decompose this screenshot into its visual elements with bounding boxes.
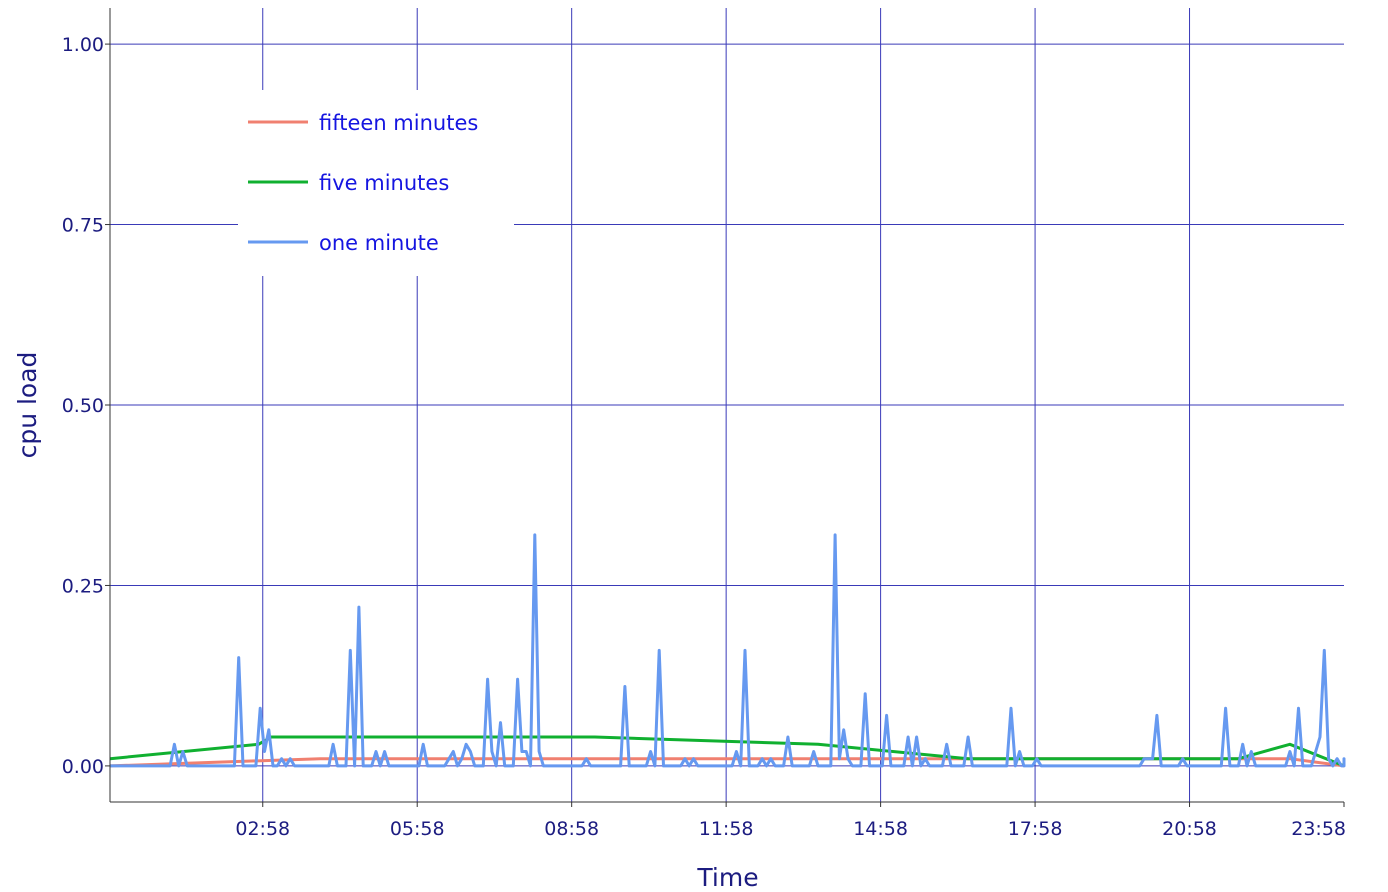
x-tick-label: 08:58 xyxy=(544,818,599,840)
grid-lines xyxy=(110,8,1344,802)
y-tick-label: 0.75 xyxy=(62,215,104,237)
x-tick-label: 23:58 xyxy=(1291,818,1346,840)
y-tick-label: 1.00 xyxy=(62,34,104,56)
legend-label: fifteen minutes xyxy=(319,111,478,135)
legend: fifteen minutes five minutes one minute xyxy=(238,90,514,276)
x-axis-title: Time xyxy=(696,863,758,892)
x-tick-label: 05:58 xyxy=(390,818,445,840)
axes xyxy=(105,8,1345,807)
x-tick-label: 02:58 xyxy=(235,818,290,840)
x-tick-label: 20:58 xyxy=(1162,818,1217,840)
legend-label: five minutes xyxy=(319,171,449,195)
series-lines xyxy=(109,533,1346,768)
series-line-fifteen-minutes xyxy=(109,757,1345,768)
y-tick-label: 0.00 xyxy=(62,756,104,778)
y-tick-labels: 0.00 0.25 0.50 0.75 1.00 xyxy=(62,34,104,778)
y-axis-title: cpu load xyxy=(13,352,42,459)
x-tick-label: 11:58 xyxy=(699,818,754,840)
x-tick-label: 17:58 xyxy=(1008,818,1063,840)
x-tick-labels: 02:58 05:58 08:58 11:58 14:58 17:58 20:58 23:58 xyxy=(235,818,1346,840)
series-line-one-minute xyxy=(110,533,1346,768)
y-tick-label: 0.25 xyxy=(62,575,104,597)
y-tick-label: 0.50 xyxy=(62,395,104,417)
legend-label: one minute xyxy=(319,231,439,255)
x-tick-label: 14:58 xyxy=(853,818,908,840)
